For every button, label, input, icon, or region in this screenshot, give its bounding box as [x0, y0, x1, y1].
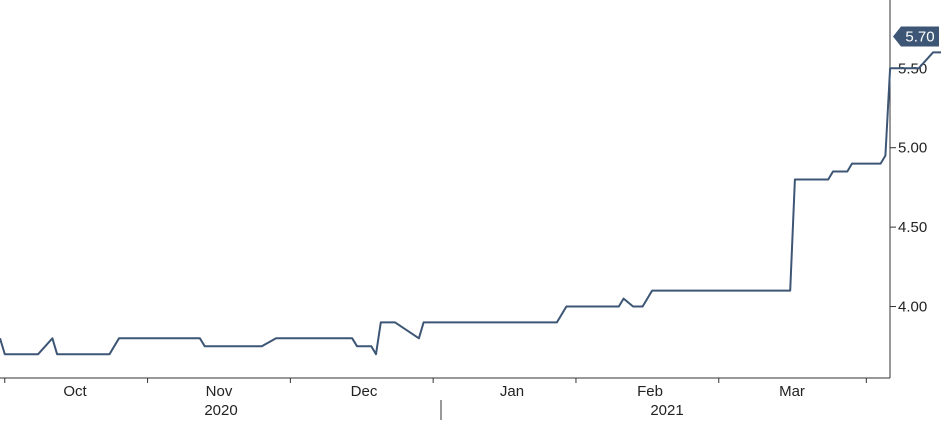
series-line: [0, 51, 941, 356]
last-value-label: 5.70: [905, 29, 934, 46]
last-value-badge-shape: [893, 26, 939, 47]
x-month-labels: Oct Nov Dec Jan Feb Mar: [63, 383, 805, 400]
x-month-label: Mar: [779, 383, 805, 400]
last-value-badge: 5.70: [893, 26, 939, 47]
axes: [0, 0, 891, 420]
x-month-label: Feb: [637, 383, 663, 400]
y-ticks: 4.004.505.005.50: [890, 60, 927, 316]
x-month-label: Oct: [63, 383, 87, 400]
x-year-label: 2021: [650, 402, 683, 419]
x-month-label: Nov: [206, 383, 233, 400]
y-tick-label: 5.00: [898, 140, 927, 157]
x-year-labels: 2020 2021: [204, 402, 683, 419]
x-month-label: Dec: [351, 383, 378, 400]
x-ticks: [4, 378, 867, 383]
y-tick-label: 4.00: [898, 299, 927, 316]
x-month-label: Jan: [500, 383, 524, 400]
y-tick-label: 4.50: [898, 219, 927, 236]
x-year-label: 2020: [204, 402, 237, 419]
